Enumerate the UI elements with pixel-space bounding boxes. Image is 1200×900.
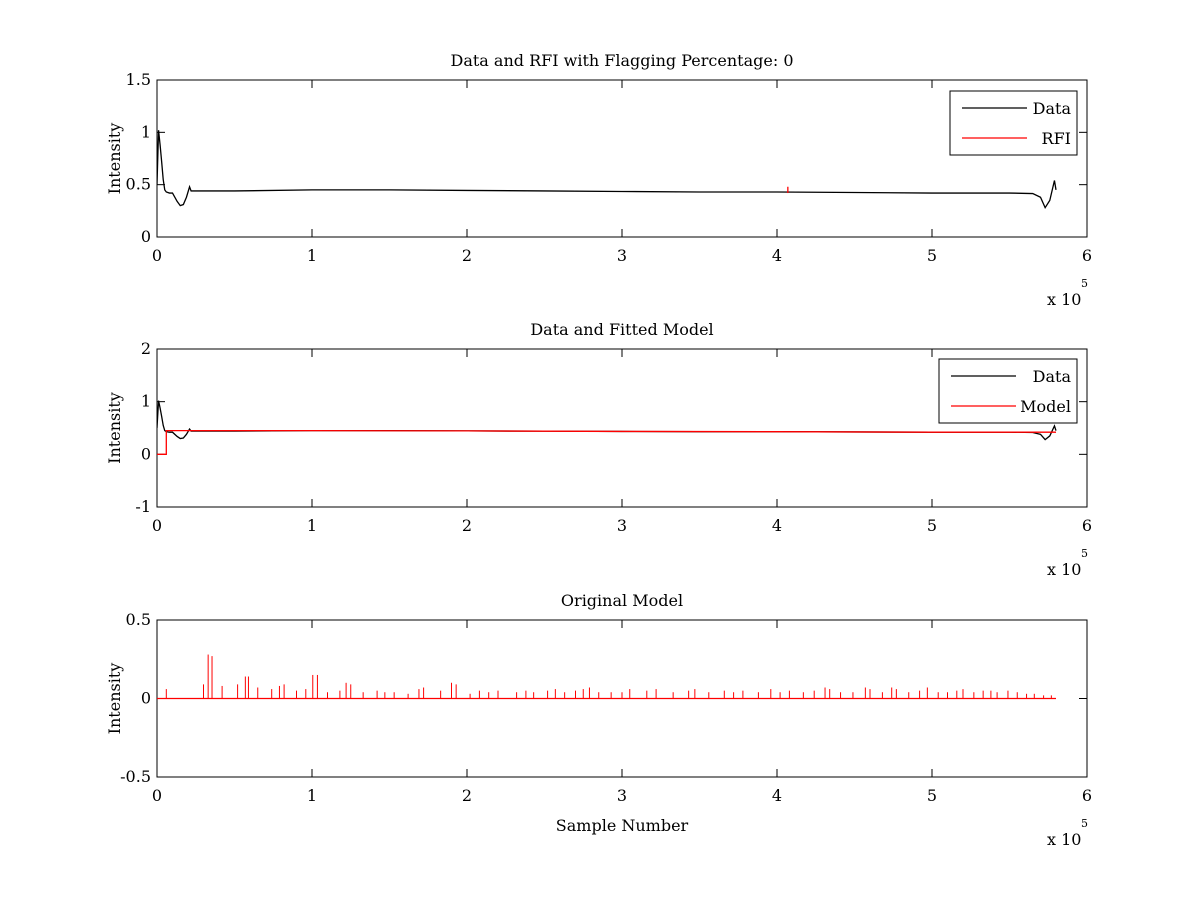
x-tick-label: 1 (307, 246, 317, 265)
x-tick-label: 6 (1082, 786, 1092, 805)
x-axis-label: Sample Number (556, 816, 689, 835)
x-tick-label: 0 (152, 516, 162, 535)
axes-frame-2 (156, 348, 1088, 508)
x-tick-label: 3 (617, 246, 627, 265)
y-tick-label: 0.5 (126, 610, 151, 629)
y-tick-label: 0 (141, 689, 151, 708)
series-line-model (157, 429, 1056, 455)
chart-title: Data and RFI with Flagging Percentage: 0 (450, 51, 793, 70)
y-tick-label: 2 (141, 339, 151, 358)
axes-frame-1 (156, 79, 1088, 238)
x-tick-label: 6 (1082, 246, 1092, 265)
x-tick-label: 1 (307, 516, 317, 535)
y-axis-label: Intensity (105, 123, 124, 195)
y-tick-label: 0 (141, 444, 151, 463)
legend-label-data: Data (1033, 99, 1072, 118)
y-axis-label: Intensity (105, 392, 124, 464)
series-line-data (157, 130, 1057, 210)
y-tick-label: -0.5 (120, 767, 151, 786)
x-exponent-power: 5 (1081, 277, 1088, 290)
y-tick-label: -1 (135, 497, 151, 516)
x-tick-label: 4 (772, 786, 782, 805)
x-tick-label: 5 (927, 786, 937, 805)
x-exponent-label: x 10 (1047, 560, 1081, 579)
x-tick-label: 3 (617, 516, 627, 535)
legend-box (949, 90, 1078, 156)
x-tick-label: 2 (462, 516, 472, 535)
x-tick-label: 5 (927, 246, 937, 265)
x-tick-label: 6 (1082, 516, 1092, 535)
y-axis-label: Intensity (105, 663, 124, 735)
x-tick-label: 4 (772, 516, 782, 535)
x-exponent-power: 5 (1081, 547, 1088, 560)
legend-label-data: Data (1033, 367, 1072, 386)
y-tick-label: 1 (141, 122, 151, 141)
legend-label-model: Model (1020, 397, 1071, 416)
x-tick-label: 0 (152, 246, 162, 265)
x-tick-label: 2 (462, 246, 472, 265)
x-tick-label: 0 (152, 786, 162, 805)
y-tick-label: 1 (141, 392, 151, 411)
x-tick-label: 4 (772, 246, 782, 265)
chart-title: Original Model (561, 591, 683, 610)
chart-title: Data and Fitted Model (530, 320, 713, 339)
x-exponent-label: x 10 (1047, 290, 1081, 309)
x-tick-label: 3 (617, 786, 627, 805)
x-tick-label: 1 (307, 786, 317, 805)
y-tick-label: 0 (141, 227, 151, 246)
legend-box (938, 358, 1078, 424)
x-exponent-power: 5 (1081, 817, 1088, 830)
legend-label-rfi: RFI (1042, 129, 1071, 148)
x-tick-label: 5 (927, 516, 937, 535)
y-tick-label: 1.5 (126, 70, 151, 89)
x-exponent-label: x 10 (1047, 830, 1081, 849)
y-tick-label: 0.5 (126, 175, 151, 194)
x-tick-label: 2 (462, 786, 472, 805)
